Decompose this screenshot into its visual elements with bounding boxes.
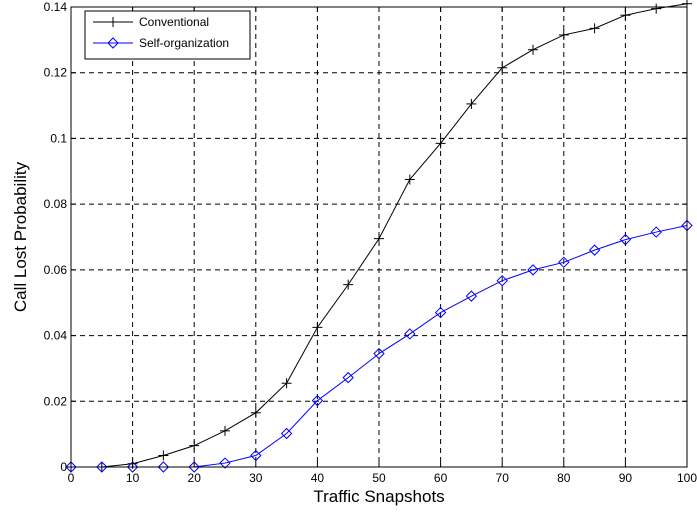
x-tick-label: 20 [188,471,202,485]
series-conventional-point [466,98,477,109]
x-tick-label: 10 [126,471,140,485]
legend-entry: Conventional [93,15,209,29]
x-tick-label: 0 [68,471,75,485]
legend-label: Conventional [139,15,209,29]
legend-entry: Self-organization [93,36,229,50]
series-conventional-point [343,279,354,290]
series-conventional-point [374,233,384,244]
series-self-organization-point [157,461,170,473]
series-conventional-point [404,174,415,185]
series-conventional-point [250,407,261,418]
series-self-organization-point [619,233,632,246]
y-tick-label: 0.08 [44,197,68,211]
y-tick-label: 0 [60,460,67,474]
series-conventional-point [189,440,200,451]
series-self-organization-point [280,427,293,440]
series-self-organization-point [126,461,139,473]
series-self-organization-point [373,347,385,360]
x-tick-label: 40 [311,471,325,485]
series-self-organization-point [65,461,77,473]
series-self-organization-point [527,264,539,276]
series-conventional-point [651,3,662,14]
x-tick-label: 80 [557,471,571,485]
series-self-organization-point [588,244,601,256]
series-conventional-point [589,23,600,34]
series-conventional-point [312,322,323,333]
series-conventional-point [558,29,569,40]
y-axis-label: Call Lost Probability [11,161,30,312]
x-axis-label: Traffic Snapshots [313,487,444,506]
x-tick-label: 90 [619,471,633,485]
series-self-organization-point [311,394,324,407]
series-self-organization-point [219,457,231,469]
series-self-organization-point [434,306,447,319]
grid [71,7,687,467]
series-self-organization-point [650,226,662,238]
series-self-organization-point [342,371,354,384]
x-tick-label: 30 [249,471,263,485]
series-layer [65,0,693,473]
series-self-organization-point [558,256,570,269]
y-tick-label: 0.12 [44,66,68,80]
series-self-organization-point [188,461,200,473]
y-tick-label: 0.04 [44,329,68,343]
y-tick-label: 0.02 [44,394,68,408]
axis-ticks: 0 10 20 30 40 50 60 70 80 90 100 0 0.02 0.04 0.06 0.08 0… [44,0,697,485]
series-conventional-point [528,44,538,55]
series-self-organization-point [496,274,508,287]
series-self-organization-point [250,449,262,462]
y-tick-label: 0.06 [44,263,68,277]
series-self-organization-point [404,328,416,340]
series-self-organization-point [96,461,108,473]
x-tick-label: 50 [372,471,386,485]
y-tick-label: 0.14 [44,0,68,14]
legend-marker [108,17,118,27]
x-tick-label: 100 [677,471,697,485]
x-tick-label: 70 [496,471,510,485]
x-tick-label: 60 [434,471,448,485]
series-conventional-point [281,378,292,389]
legend: Conventional Self-organization [84,10,251,60]
series-conventional-point [158,450,169,461]
series-self-organization-point [465,290,478,302]
series-conventional-point [497,62,508,73]
legend-label: Self-organization [139,36,229,50]
series-conventional-point [220,425,230,436]
series-conventional-point [435,138,446,149]
legend-marker [107,37,119,49]
y-tick-label: 0.1 [50,131,67,145]
